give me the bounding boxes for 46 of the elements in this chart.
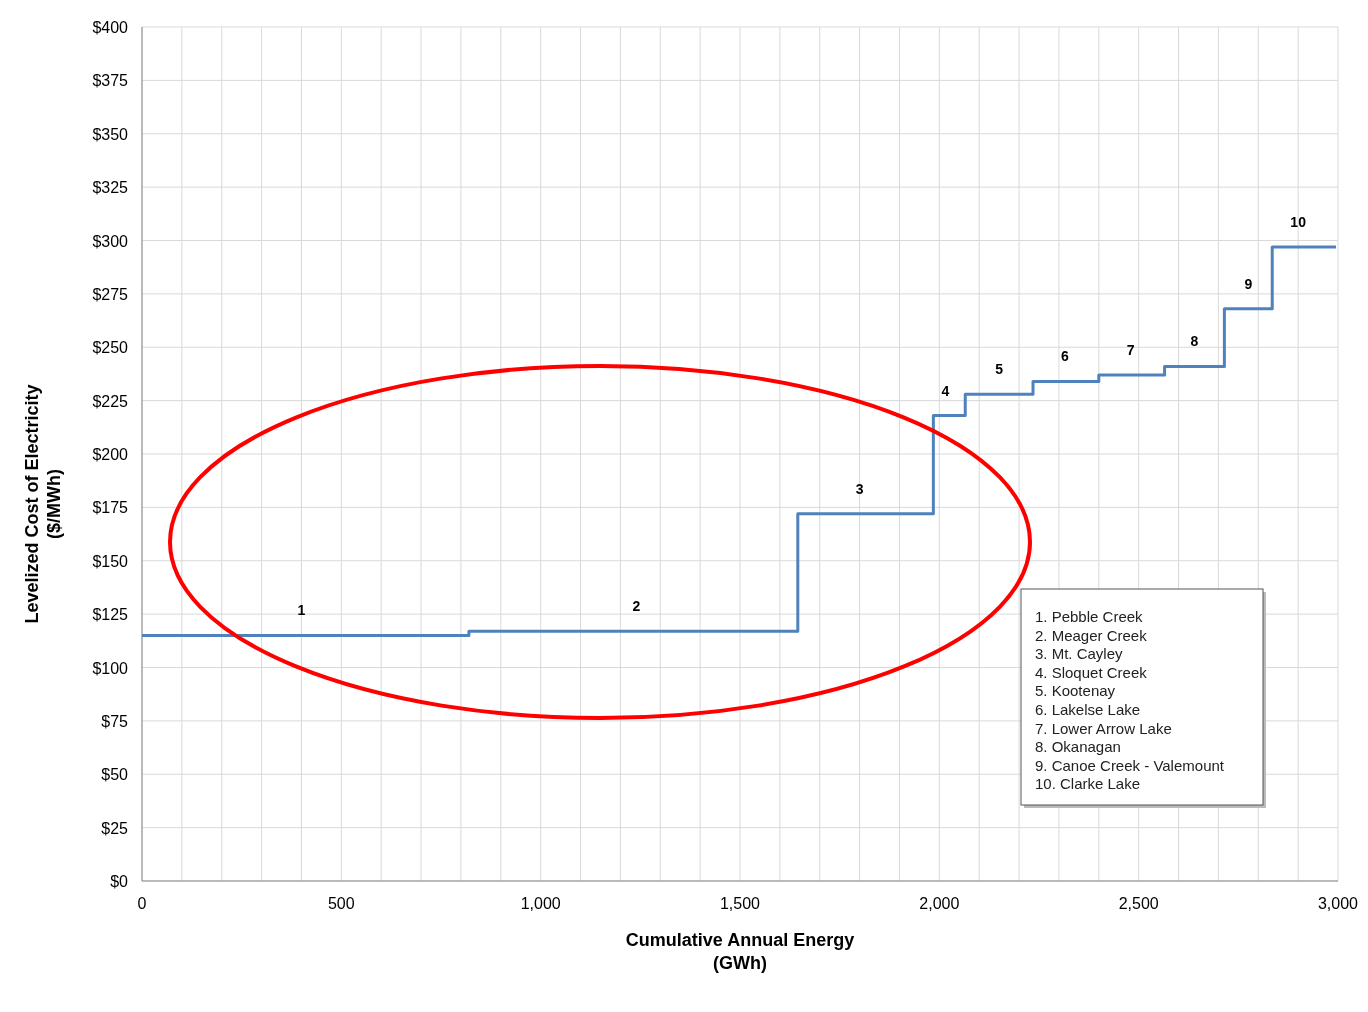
y-tick-label: $0 [110, 873, 129, 890]
annotation: 3. Mt. Cayley [1035, 645, 1124, 663]
x-tick-label: 1,500 [719, 895, 761, 912]
x-tick-label: 1,000 [520, 895, 561, 912]
annotation: 2 [632, 598, 641, 615]
y-tick-label: $250 [92, 339, 129, 357]
annotation: 10 [1290, 213, 1307, 230]
annotation: 1. Pebble Creek [1035, 608, 1144, 625]
annotation: 8 [1190, 333, 1199, 350]
annotation: 5. Kootenay [1035, 682, 1116, 700]
y-axis-title: Levelized Cost of Electricity ($/MWh) [22, 384, 64, 624]
annotation: 7. Lower Arrow Lake [1035, 719, 1172, 737]
y-tick-label: $325 [92, 179, 129, 197]
x-tick-label: 3,000 [1317, 895, 1359, 912]
y-tick-label: $25 [101, 819, 129, 837]
y-tick-label: $225 [92, 392, 129, 410]
annotation: 4. Sloquet Creek [1035, 663, 1148, 681]
annotation: 5 [995, 361, 1004, 378]
x-axis-title: Cumulative Annual Energy (GWh) [625, 930, 855, 973]
x-tick-label: 2,000 [919, 895, 960, 912]
annotation: 7 [1126, 342, 1135, 359]
annotation: 6 [1061, 348, 1070, 365]
y-tick-label: $350 [92, 125, 129, 143]
y-tick-label: $150 [92, 552, 129, 570]
annotation: 9 [1244, 275, 1253, 292]
x-tick-label: 2,500 [1118, 895, 1159, 912]
annotation: 10. Clarke Lake [1035, 775, 1141, 793]
annotation: 2. Meager Creek [1035, 626, 1148, 644]
annotation: 3 [855, 480, 864, 497]
annotation: 1 [297, 602, 306, 619]
y-tick-label: $300 [92, 232, 129, 250]
x-tick-label: 0 [137, 895, 147, 912]
y-tick-label: $125 [92, 606, 129, 624]
y-tick-label: $275 [92, 285, 129, 303]
y-tick-label: $100 [92, 659, 129, 677]
annotation: 4 [941, 382, 950, 399]
x-tick-label: 500 [327, 895, 355, 912]
annotation: 6. Lakelse Lake [1035, 701, 1141, 718]
annotation: 9. Canoe Creek - Valemount [1035, 756, 1225, 774]
y-tick-label: $75 [101, 712, 129, 730]
y-tick-label: $400 [92, 19, 129, 36]
y-tick-label: $375 [92, 72, 129, 90]
annotation: 8. Okanagan [1035, 738, 1121, 756]
y-tick-label: $200 [92, 446, 129, 463]
y-tick-label: $175 [92, 499, 129, 517]
y-tick-label: $50 [101, 766, 129, 784]
